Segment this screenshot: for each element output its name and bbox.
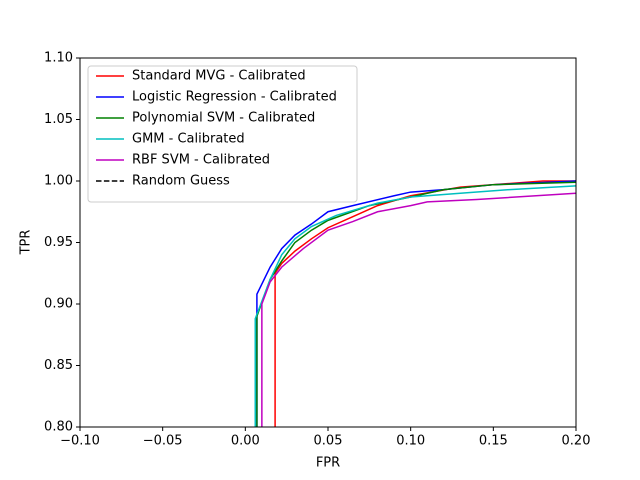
y-tick-label: 1.10 — [44, 51, 73, 66]
y-tick-label: 0.90 — [44, 297, 73, 312]
x-tick-label: 0.15 — [479, 434, 508, 449]
legend-label: Logistic Regression - Calibrated — [132, 90, 337, 105]
x-tick-label: 0.10 — [396, 434, 425, 449]
y-tick-label: 0.95 — [44, 235, 73, 250]
legend-label: Polynomial SVM - Calibrated — [132, 111, 315, 126]
y-tick-label: 1.05 — [44, 112, 73, 127]
legend: Standard MVG - Calibrated Logistic Regres… — [87, 65, 358, 203]
y-axis-label: TPR — [19, 230, 34, 256]
x-tick-label: 0.00 — [231, 434, 260, 449]
y-tick-label: 0.80 — [44, 420, 73, 435]
y-tick-label: 1.00 — [44, 174, 73, 189]
plot-area — [254, 180, 576, 427]
x-tick-label: 0.20 — [562, 434, 591, 449]
legend-box — [87, 65, 358, 203]
y-tick-label: 0.85 — [44, 358, 73, 373]
x-tick-label: 0.05 — [314, 434, 343, 449]
x-tick-label: −0.05 — [143, 434, 183, 449]
series-line — [261, 192, 576, 427]
legend-label: GMM - Calibrated — [132, 132, 245, 147]
x-axis-label: FPR — [316, 456, 340, 471]
series-line — [254, 185, 576, 427]
x-tick-label: −0.10 — [60, 434, 100, 449]
legend-label: RBF SVM - Calibrated — [132, 153, 270, 168]
legend-label: Random Guess — [132, 174, 230, 189]
legend-label: Standard MVG - Calibrated — [132, 69, 306, 84]
